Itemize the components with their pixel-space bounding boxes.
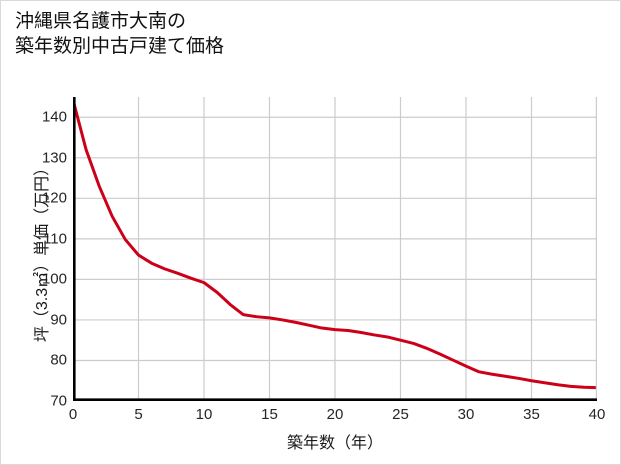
x-axis-tick-label: 30: [457, 406, 475, 423]
x-axis-tick-label: 25: [392, 406, 409, 423]
price-trend-line: [73, 98, 597, 390]
x-axis-tick-label: 40: [588, 406, 606, 423]
y-axis-tick-label: 90: [50, 311, 67, 329]
y-axis-tick-label: 140: [41, 108, 67, 126]
x-axis-tick-label: 0: [68, 406, 78, 423]
x-axis-tick-label: 5: [134, 406, 143, 423]
x-axis-tick-labels: 0 5 10 15 20 25 30 35 40: [69, 406, 606, 426]
y-axis-tick-label: 110: [43, 230, 67, 248]
x-axis-title: 築年数（年）: [286, 435, 383, 452]
y-axis-tick-label: 130: [41, 149, 67, 167]
x-axis-tick-label: 15: [261, 406, 278, 423]
y-axis-tick-label: 100: [41, 270, 67, 288]
axis-frame: [73, 97, 597, 401]
data-series-line: [73, 98, 597, 390]
x-axis-tick-label: 20: [326, 406, 344, 423]
y-axis-tick-label: 80: [50, 351, 67, 369]
x-axis-tick-label: 35: [523, 406, 540, 423]
grid-lines: [73, 97, 597, 401]
line-chart-svg: [73, 97, 597, 401]
y-axis-title: 坪（3.3㎡）単価（万円）: [34, 159, 51, 343]
y-axis-tick-label: 120: [41, 189, 67, 207]
y-axis-tick-label: 70: [50, 392, 67, 410]
x-axis-tick-label: 10: [195, 406, 213, 423]
y-axis-tick-labels: 70 80 90 100 110 120 130 140: [21, 97, 67, 410]
plot-area: [73, 97, 597, 401]
page-title: 沖縄県名護市大南の 築年数別中古戸建て価格: [15, 11, 225, 57]
